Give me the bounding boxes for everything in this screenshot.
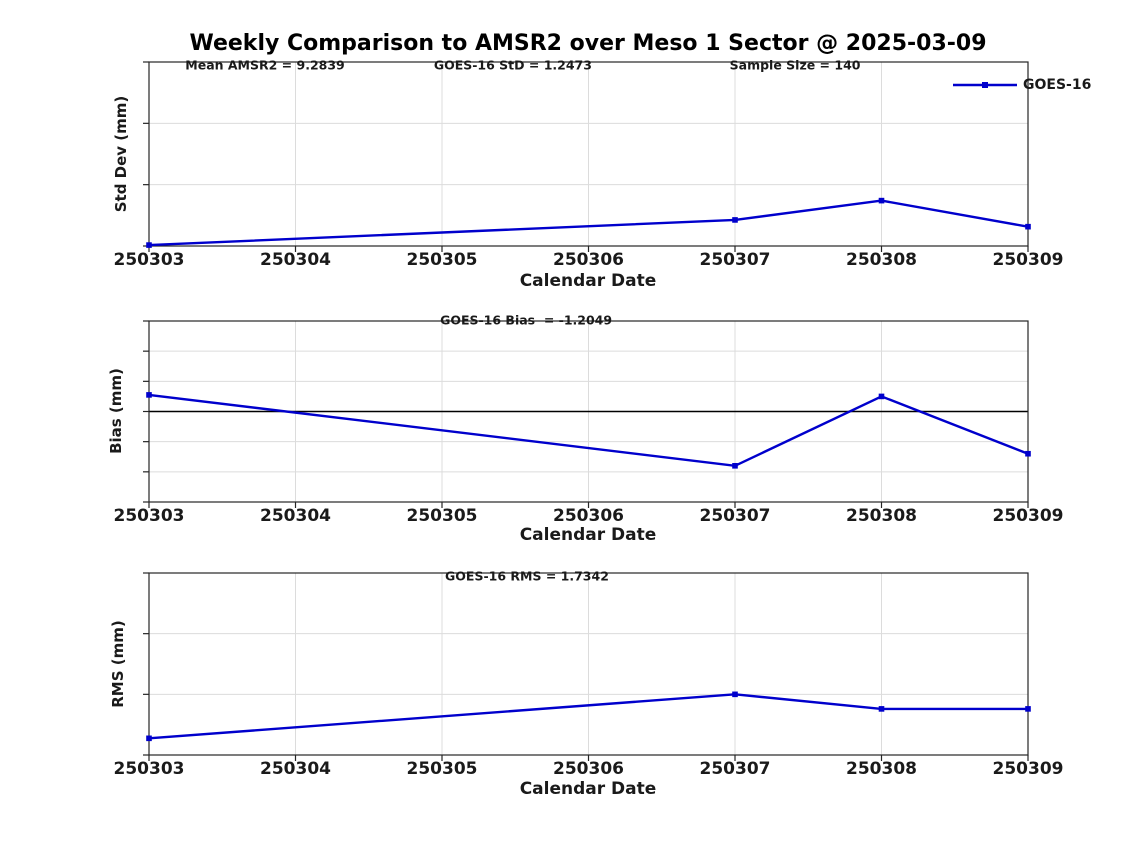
legend-label: GOES-16 bbox=[1023, 77, 1092, 93]
rms-y-axis-label: RMS (mm) bbox=[109, 620, 127, 708]
rms-plot-area bbox=[143, 572, 1031, 761]
x-tick-label: 250306 bbox=[553, 759, 624, 779]
stat-annotation: GOES-16 Bias = -1.2049 bbox=[440, 312, 613, 328]
x-tick-label: 250308 bbox=[846, 250, 917, 270]
stat-annotation: GOES-16 RMS = 1.7342 bbox=[445, 568, 609, 584]
x-tick-label: 250304 bbox=[260, 250, 331, 270]
stddev-y-axis-label: Std Dev (mm) bbox=[112, 95, 130, 213]
rms-x-axis-label: Calendar Date bbox=[519, 779, 657, 799]
x-tick-label: 250303 bbox=[113, 506, 185, 526]
x-tick-label: 250303 bbox=[113, 250, 185, 270]
stddev-plot-area bbox=[143, 61, 1031, 252]
x-tick-label: 250309 bbox=[992, 250, 1064, 270]
x-tick-label: 250306 bbox=[553, 250, 624, 270]
legend-line-sample-icon bbox=[953, 82, 1017, 88]
figure-title: Weekly Comparison to AMSR2 over Meso 1 S… bbox=[189, 31, 987, 56]
stddev-x-axis-label: Calendar Date bbox=[519, 271, 657, 291]
bias-plot-area bbox=[143, 320, 1031, 508]
bias-y-axis-label: Bias (mm) bbox=[107, 368, 125, 454]
x-tick-label: 250307 bbox=[699, 759, 771, 779]
x-tick-label: 250309 bbox=[992, 506, 1064, 526]
x-tick-label: 250303 bbox=[113, 759, 185, 779]
stat-annotation: GOES-16 StD = 1.2473 bbox=[433, 57, 592, 73]
x-tick-label: 250308 bbox=[846, 759, 917, 779]
x-tick-label: 250305 bbox=[406, 250, 478, 270]
x-tick-label: 250305 bbox=[406, 759, 478, 779]
x-tick-label: 250305 bbox=[406, 506, 478, 526]
x-tick-label: 250304 bbox=[260, 759, 331, 779]
stat-annotation: Sample Size = 140 bbox=[729, 57, 861, 73]
legend: GOES-16 bbox=[952, 77, 1091, 93]
x-tick-label: 250308 bbox=[846, 506, 917, 526]
x-tick-label: 250307 bbox=[699, 250, 771, 270]
stat-annotation: Mean AMSR2 = 9.2839 bbox=[185, 57, 345, 73]
x-tick-label: 250309 bbox=[992, 759, 1064, 779]
x-tick-label: 250307 bbox=[699, 506, 771, 526]
x-tick-label: 250304 bbox=[260, 506, 331, 526]
bias-x-axis-label: Calendar Date bbox=[519, 525, 657, 545]
x-tick-label: 250306 bbox=[553, 506, 624, 526]
